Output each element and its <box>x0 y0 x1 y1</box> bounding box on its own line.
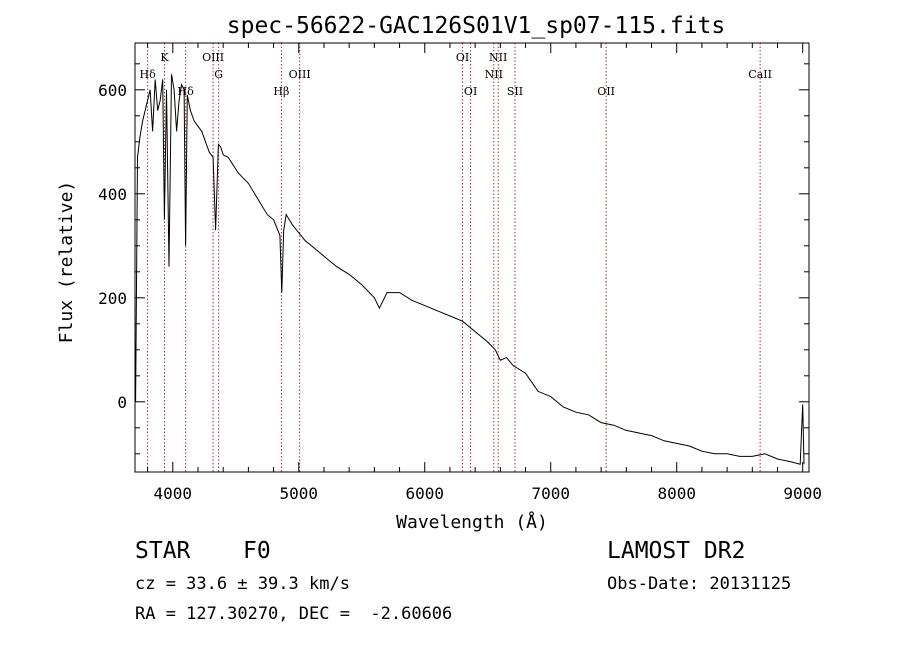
x-axis-label: Wavelength (Å) <box>396 511 548 533</box>
survey-name: LAMOST DR2 <box>607 538 746 564</box>
spectral-line-label-7: OI <box>456 51 469 64</box>
spectral-line-label-3: OIII <box>202 51 224 64</box>
y-tick-label: 0 <box>117 393 127 412</box>
spectral-line-label-11: SII <box>507 85 523 98</box>
x-tick-label: 6000 <box>405 484 444 503</box>
spectral-line-label-6: OIII <box>289 68 311 81</box>
y-tick-label: 600 <box>98 81 127 100</box>
spectral-line-label-2: Hδ <box>178 85 195 98</box>
x-tick-label: 4000 <box>154 484 193 503</box>
y-axis-label: Flux (relative) <box>56 181 77 344</box>
spectral-line-label-0: Hδ <box>139 68 156 81</box>
spectral-line-label-5: Hβ <box>273 85 289 98</box>
x-tick-label: 7000 <box>531 484 570 503</box>
subclass: F0 <box>243 538 271 564</box>
observation-date: Obs-Date: 20131125 <box>607 574 792 594</box>
spectrum-line <box>135 74 805 465</box>
x-tick-label: 5000 <box>280 484 319 503</box>
x-tick-label: 8000 <box>657 484 696 503</box>
spectral-line-label-10: NII <box>489 51 507 64</box>
spectral-line-label-9: NII <box>485 68 503 81</box>
spectral-line-label-4: G <box>214 68 223 81</box>
object-class: STAR <box>135 538 191 564</box>
y-tick-label: 400 <box>98 185 127 204</box>
x-tick-label: 9000 <box>783 484 822 503</box>
coordinates-readout: RA = 127.30270, DEC = -2.60606 <box>135 604 453 624</box>
spectrum-chart: spec-56622-GAC126S01V1_sp07-115.fits Hδ K… <box>56 13 822 533</box>
spectral-line-label-13: CaII <box>748 68 772 81</box>
y-tick-label: 200 <box>98 289 127 308</box>
redshift-readout: cz = 33.6 ± 39.3 km/s <box>135 574 350 594</box>
spectral-line-label-12: OII <box>597 85 615 98</box>
chart-title: spec-56622-GAC126S01V1_sp07-115.fits <box>227 13 726 39</box>
spectral-line-label-8: OI <box>464 85 477 98</box>
plot-frame <box>134 42 810 473</box>
spectral-line-label-1: K <box>160 51 169 64</box>
x-axis: 4000 5000 6000 7000 8000 9000 <box>147 43 822 503</box>
y-axis: 0 200 400 600 <box>98 63 809 455</box>
